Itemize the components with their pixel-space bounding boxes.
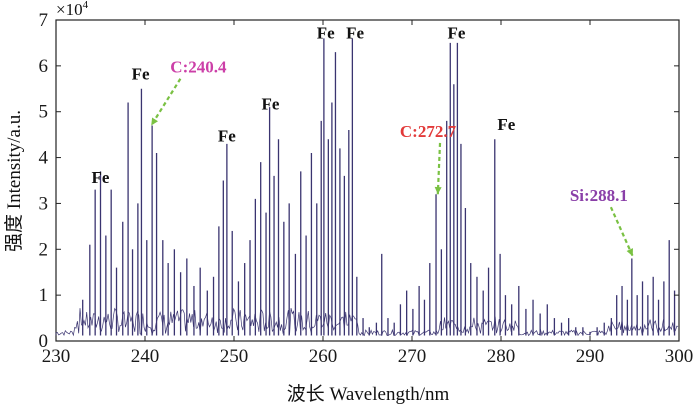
x-axis-title: 波长 Wavelength/nm (287, 383, 450, 405)
y-tick-label: 4 (39, 148, 49, 169)
peak-annotation: Fe (317, 23, 335, 42)
y-tick-label: 1 (39, 285, 49, 306)
x-tick-label: 300 (665, 346, 694, 367)
x-tick-label: 230 (42, 346, 71, 367)
x-tick-label: 250 (220, 346, 249, 367)
annotation-arrow (436, 142, 442, 195)
peak-annotation: C:240.4 (170, 58, 227, 77)
peak-annotation: Fe (92, 168, 110, 187)
peak-annotation: Fe (346, 23, 364, 42)
annotation-arrow (150, 78, 182, 127)
annotations: Fe Fe C:240.4 Fe Fe Fe Fe C:272.7 Fe Fe Si:288.1 (92, 23, 634, 257)
spectrum-series (55, 38, 679, 337)
y-tick-label: 7 (39, 10, 49, 31)
y-tick-label: 6 (39, 56, 49, 77)
peak-annotation: Si:288.1 (570, 186, 628, 205)
plot-frame (55, 19, 680, 342)
annotation-arrowhead (626, 248, 633, 257)
spectrum-baseline (55, 307, 679, 337)
y-tick-label: 5 (39, 102, 49, 123)
x-tick-label: 280 (487, 346, 516, 367)
y-tick-label: 0 (39, 331, 49, 352)
plot-area: Fe Fe C:240.4 Fe Fe Fe Fe C:272.7 Fe Fe Si:288.1 (55, 19, 680, 342)
peak-annotation: Fe (218, 127, 236, 146)
x-tick-label: 270 (398, 346, 427, 367)
y-tick-label: 2 (39, 239, 49, 260)
peak-annotation: Fe (448, 23, 466, 42)
y-tick-label: 3 (39, 193, 49, 214)
y-axis: 0 1 2 3 4 5 6 7 (39, 10, 679, 352)
x-axis: 230 240 250 260 270 280 290 300 (42, 20, 694, 367)
y-axis-title: 强度 Intensity/a.u. (3, 110, 25, 252)
y-multiplier: ×104 (56, 0, 89, 19)
peak-annotation: Fe (262, 94, 280, 113)
peak-annotation: C:272.7 (400, 122, 457, 141)
x-tick-label: 240 (131, 346, 160, 367)
annotation-arrowhead (151, 117, 158, 126)
peak-annotation: Fe (497, 115, 515, 134)
annotation-arrow (609, 206, 634, 257)
peak-annotation: Fe (132, 65, 150, 84)
x-tick-label: 260 (309, 346, 338, 367)
annotation-arrowhead (434, 186, 442, 195)
x-tick-label: 290 (576, 346, 605, 367)
